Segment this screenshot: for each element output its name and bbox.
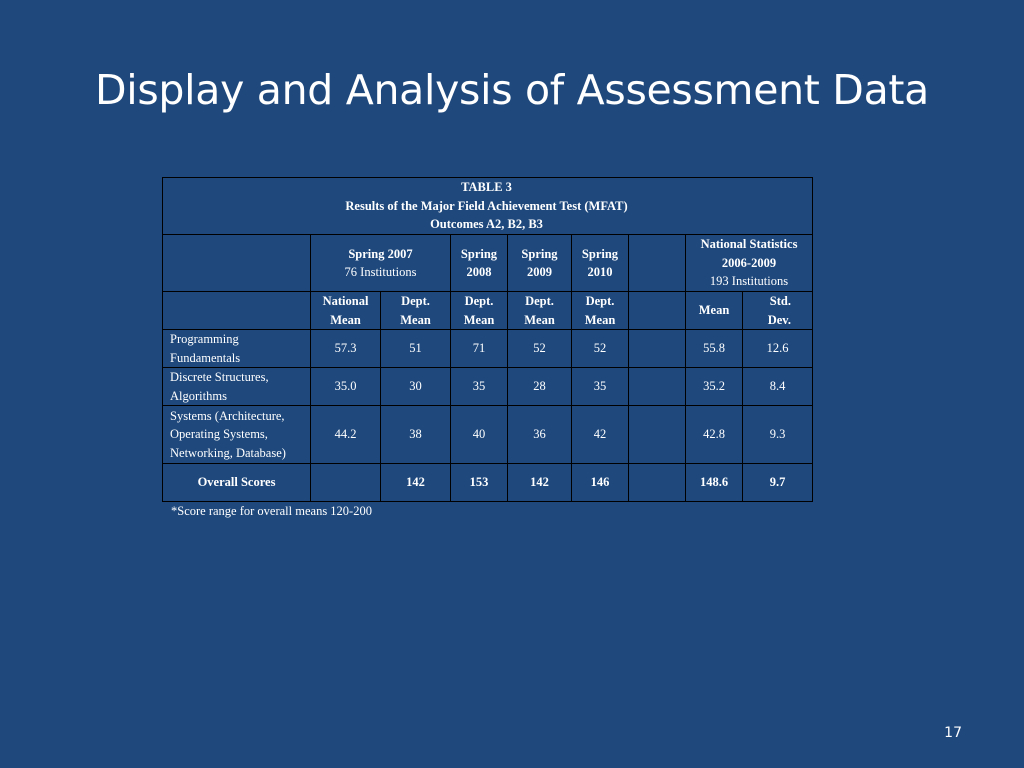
cell-empty xyxy=(310,463,381,502)
cell-value: 35 xyxy=(571,367,629,406)
cell-value: 9.3 xyxy=(742,405,813,464)
cell-value: 142 xyxy=(380,463,451,502)
subheader-mean: Mean xyxy=(685,291,743,330)
table-row: Discrete Structures, Algorithms 35.0 30 3… xyxy=(162,367,813,406)
cell-value: 52 xyxy=(571,329,629,368)
cell-value: 35 xyxy=(450,367,508,406)
header-blank-cell xyxy=(162,234,311,292)
cell-value: 9.7 xyxy=(742,463,813,502)
subheader-dept-mean-2007: Dept. Mean xyxy=(380,291,451,330)
row-label-systems: Systems (Architecture, Operating Systems,… xyxy=(162,405,311,464)
table-row-overall: Overall Scores 142 153 142 146 148.6 9.7 xyxy=(162,463,813,502)
cell-value: 51 xyxy=(380,329,451,368)
cell-value: 55.8 xyxy=(685,329,743,368)
cell-empty xyxy=(628,405,686,464)
row-label-overall: Overall Scores xyxy=(162,463,311,502)
cell-value: 35.0 xyxy=(310,367,381,406)
cell-empty xyxy=(628,463,686,502)
header-spring-2007: Spring 2007 76 Institutions xyxy=(310,234,451,292)
cell-value: 8.4 xyxy=(742,367,813,406)
subheader-dept-mean-2008: Dept. Mean xyxy=(450,291,508,330)
header-empty-cell xyxy=(628,234,686,292)
cell-value: 44.2 xyxy=(310,405,381,464)
cell-value: 36 xyxy=(507,405,572,464)
subheader-std-dev: Std. Dev. xyxy=(742,291,813,330)
cell-empty xyxy=(628,329,686,368)
subheader-blank-cell xyxy=(162,291,311,330)
row-label-programming: Programming Fundamentals xyxy=(162,329,311,368)
subheader-dept-mean-2010: Dept. Mean xyxy=(571,291,629,330)
cell-value: 148.6 xyxy=(685,463,743,502)
cell-value: 40 xyxy=(450,405,508,464)
table-row: Programming Fundamentals 57.3 51 71 52 52… xyxy=(162,329,813,368)
header-national-statistics: National Statistics 2006-2009 193 Instit… xyxy=(685,234,813,292)
table-subheader-row: National Mean Dept. Mean Dept. Mean Dept. Me… xyxy=(162,291,813,330)
cell-value: 42 xyxy=(571,405,629,464)
cell-value: 38 xyxy=(380,405,451,464)
mfat-results-table: TABLE 3 Results of the Major Field Achie… xyxy=(162,177,813,502)
slide-title: Display and Analysis of Assessment Data xyxy=(95,66,930,114)
subheader-national-mean: National Mean xyxy=(310,291,381,330)
header-spring-2010: Spring 2010 xyxy=(571,234,629,292)
header-spring-2008: Spring 2008 xyxy=(450,234,508,292)
cell-value: 28 xyxy=(507,367,572,406)
cell-value: 12.6 xyxy=(742,329,813,368)
table-caption-row: TABLE 3 Results of the Major Field Achie… xyxy=(162,177,813,235)
cell-value: 30 xyxy=(380,367,451,406)
table-caption-subtitle: Results of the Major Field Achievement T… xyxy=(345,198,628,213)
table-caption-outcomes: Outcomes A2, B2, B3 xyxy=(430,217,543,232)
cell-value: 57.3 xyxy=(310,329,381,368)
table-footnote: *Score range for overall means 120-200 xyxy=(171,504,372,518)
table-caption-title: TABLE 3 xyxy=(461,180,512,195)
cell-value: 35.2 xyxy=(685,367,743,406)
table-row: Systems (Architecture, Operating Systems,… xyxy=(162,405,813,464)
table-header-row: Spring 2007 76 Institutions Spring 2008 S… xyxy=(162,234,813,292)
mfat-results-table-container: TABLE 3 Results of the Major Field Achie… xyxy=(162,177,813,502)
header-spring-2009: Spring 2009 xyxy=(507,234,572,292)
table-caption: TABLE 3 Results of the Major Field Achie… xyxy=(162,177,813,235)
slide-page-number: 17 xyxy=(944,725,962,741)
cell-value: 42.8 xyxy=(685,405,743,464)
cell-value: 52 xyxy=(507,329,572,368)
cell-value: 146 xyxy=(571,463,629,502)
row-label-discrete-structures: Discrete Structures, Algorithms xyxy=(162,367,311,406)
subheader-dept-mean-2009: Dept. Mean xyxy=(507,291,572,330)
cell-value: 71 xyxy=(450,329,508,368)
cell-empty xyxy=(628,367,686,406)
cell-value: 142 xyxy=(507,463,572,502)
subheader-empty-cell xyxy=(628,291,686,330)
cell-value: 153 xyxy=(450,463,508,502)
